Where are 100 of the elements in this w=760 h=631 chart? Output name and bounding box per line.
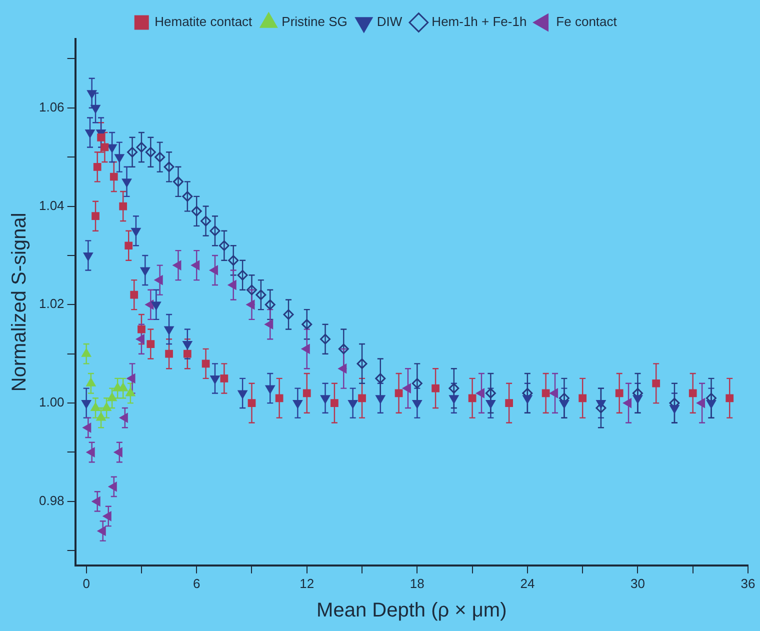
point xyxy=(670,404,680,414)
point xyxy=(302,389,311,398)
point xyxy=(85,129,95,138)
point xyxy=(124,242,133,250)
x-tick-label: 12 xyxy=(300,576,314,591)
point xyxy=(356,358,368,369)
point xyxy=(136,142,147,152)
y-tick-label: 1.02 xyxy=(38,296,64,312)
point xyxy=(264,320,274,329)
point xyxy=(560,400,569,408)
point xyxy=(87,90,96,98)
point xyxy=(145,146,156,158)
point xyxy=(596,400,606,408)
point xyxy=(394,389,403,398)
point xyxy=(283,309,294,320)
point xyxy=(449,395,459,404)
point xyxy=(246,300,255,310)
point xyxy=(82,423,92,432)
point xyxy=(165,350,173,358)
point xyxy=(108,482,117,492)
point xyxy=(202,360,210,368)
point xyxy=(505,399,513,407)
legend-label: Fe contact xyxy=(556,14,618,30)
point xyxy=(338,344,349,354)
point xyxy=(320,395,330,404)
point xyxy=(164,162,174,172)
point xyxy=(107,144,117,152)
point xyxy=(84,252,93,261)
point xyxy=(293,400,302,408)
legend-label: DIW xyxy=(376,14,403,30)
point xyxy=(172,260,182,270)
point xyxy=(164,326,174,335)
point xyxy=(246,284,257,296)
point xyxy=(119,202,128,210)
point xyxy=(615,389,624,398)
point xyxy=(110,172,118,181)
point xyxy=(98,526,106,536)
point xyxy=(376,395,386,404)
point xyxy=(154,152,166,162)
point xyxy=(90,104,100,114)
point xyxy=(154,275,163,285)
point xyxy=(82,348,91,357)
point xyxy=(338,364,347,374)
point xyxy=(432,384,440,392)
point xyxy=(96,412,106,421)
point xyxy=(320,334,331,344)
point xyxy=(82,400,91,408)
point xyxy=(248,399,256,407)
legend-label: Hem-1h + Fe-1h xyxy=(432,14,527,30)
y-tick-label: 1.00 xyxy=(38,394,64,410)
point xyxy=(93,162,102,171)
point xyxy=(152,302,161,310)
point xyxy=(92,212,100,220)
point xyxy=(302,344,310,354)
point xyxy=(264,299,276,310)
point xyxy=(140,267,150,276)
point xyxy=(182,341,192,350)
point xyxy=(448,383,460,394)
point xyxy=(412,400,422,408)
point xyxy=(633,395,642,404)
point xyxy=(652,379,660,388)
point xyxy=(578,394,587,402)
point xyxy=(100,143,109,152)
point xyxy=(522,395,532,404)
x-tick-label: 24 xyxy=(520,576,535,591)
point xyxy=(302,319,312,330)
point xyxy=(191,206,202,216)
point xyxy=(114,154,124,162)
point xyxy=(256,290,266,300)
point xyxy=(172,176,184,187)
point xyxy=(210,375,220,384)
point xyxy=(200,216,212,226)
point xyxy=(726,394,734,402)
point xyxy=(191,260,200,270)
point xyxy=(220,374,228,382)
point xyxy=(92,496,100,506)
point xyxy=(103,512,112,521)
point xyxy=(131,228,141,236)
point xyxy=(265,385,275,394)
point xyxy=(146,340,155,348)
point xyxy=(114,448,122,457)
point xyxy=(136,334,144,344)
x-tick-label: 18 xyxy=(410,576,424,591)
point xyxy=(183,350,192,358)
y-tick-label: 1.04 xyxy=(38,198,64,213)
point xyxy=(238,390,248,398)
point xyxy=(696,398,706,408)
point xyxy=(330,399,338,407)
point xyxy=(275,394,284,402)
x-tick-label: 36 xyxy=(740,576,756,591)
point xyxy=(127,374,136,384)
point xyxy=(688,389,697,398)
y-tick-label: 1.06 xyxy=(38,99,64,114)
point xyxy=(402,384,411,393)
x-tick-label: 0 xyxy=(82,576,90,591)
point xyxy=(86,378,96,386)
point xyxy=(550,388,558,398)
point xyxy=(706,400,716,408)
x-tick-label: 6 xyxy=(192,576,200,591)
point xyxy=(412,378,422,389)
